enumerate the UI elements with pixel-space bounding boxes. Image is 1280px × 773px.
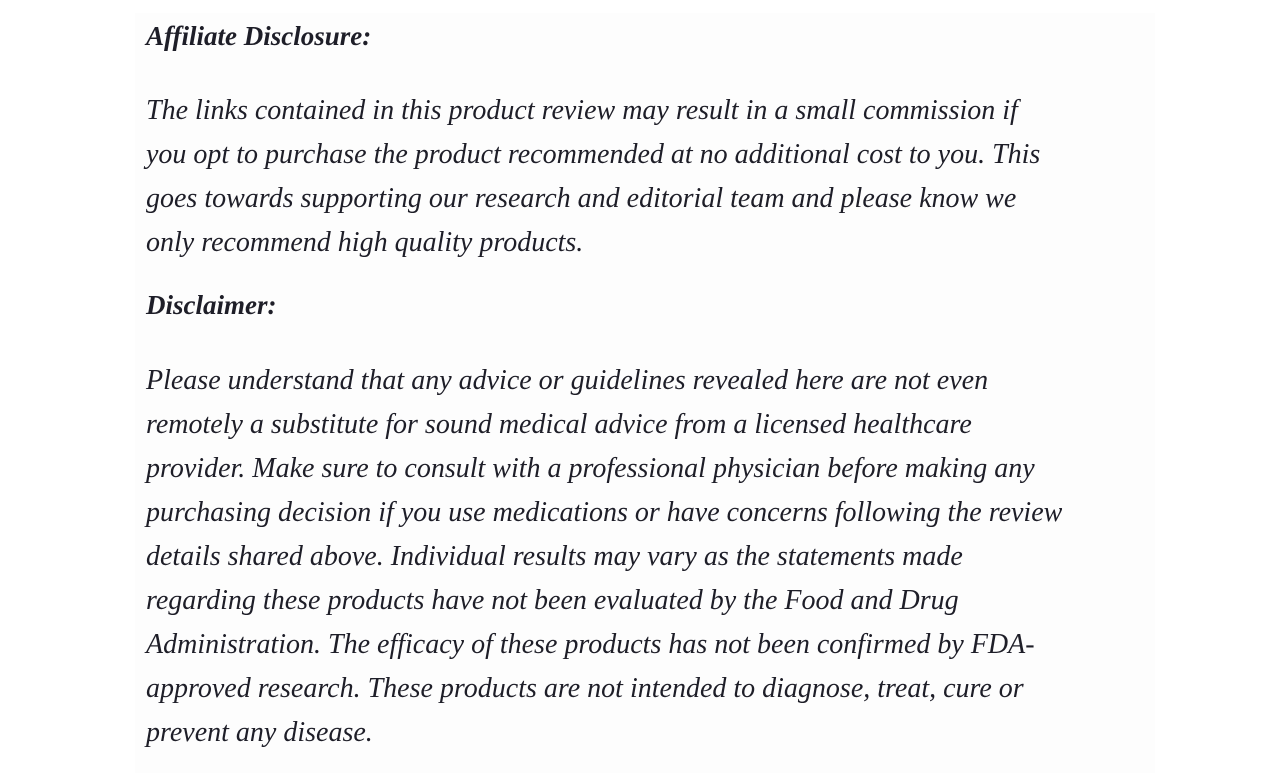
disclaimer-heading: Disclaimer: [146, 290, 277, 320]
text-line: prevent any disease. [146, 717, 373, 748]
text-line: remotely a substitute for sound medical … [146, 409, 972, 440]
affiliate-disclosure-text: The links contained in this product revi… [146, 89, 1040, 265]
text-line: The links contained in this product revi… [146, 95, 1018, 126]
text-line: you opt to purchase the product recommen… [146, 139, 1041, 170]
text-line: approved research. These products are no… [146, 673, 1024, 704]
text-line: purchasing decision if you use medicatio… [146, 497, 1063, 528]
text-line: regarding these products have not been e… [146, 585, 959, 616]
text-line: Administration. The efficacy of these pr… [146, 629, 1035, 660]
text-line: Please understand that any advice or gui… [146, 365, 989, 396]
text-line: provider. Make sure to consult with a pr… [146, 453, 1035, 484]
text-line: goes towards supporting our research and… [146, 183, 1017, 214]
disclosure-panel [135, 13, 1155, 773]
text-line: details shared above. Individual results… [146, 541, 963, 572]
disclaimer-text: Please understand that any advice or gui… [146, 359, 1062, 755]
text-line: only recommend high quality products. [146, 227, 584, 258]
affiliate-disclosure-heading: Affiliate Disclosure: [146, 21, 372, 51]
